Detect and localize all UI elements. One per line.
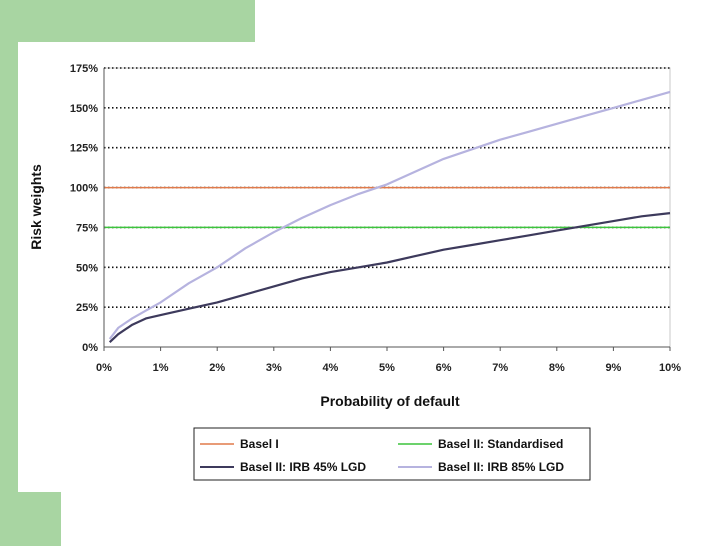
series-line-basel-ii-irb-45-lgd bbox=[108, 212, 671, 344]
legend-label-basel-ii-standardised: Basel II: Standardised bbox=[438, 437, 563, 451]
y-tick-labels: 0% 25% 50% 75% 100% 125% 150% 175% bbox=[70, 63, 98, 354]
y-tick-label-2: 50% bbox=[76, 262, 98, 274]
y-tick-label-6: 150% bbox=[70, 103, 98, 115]
legend-label-irb-85: Basel II: IRB 85% LGD bbox=[438, 460, 564, 474]
chart-area: 0% 25% 50% 75% 100% 125% 150% 175% 0% 1% 2% 3% 4% 5%… bbox=[18, 42, 728, 492]
x-axis-title: Probability of default bbox=[320, 393, 460, 409]
x-tick-label-9: 9% bbox=[605, 362, 621, 374]
x-tick-label-8: 8% bbox=[549, 362, 565, 374]
series-line-basel-ii-irb-85-lgd bbox=[108, 90, 671, 340]
y-tick-label-5: 125% bbox=[70, 143, 98, 155]
y-axis-title: Risk weights bbox=[28, 164, 44, 250]
decorative-green-band-left bbox=[0, 42, 18, 492]
decorative-green-band-bottom bbox=[0, 492, 61, 546]
x-tick-label-5: 5% bbox=[379, 362, 395, 374]
x-tick-label-1: 1% bbox=[153, 362, 169, 374]
x-tick-label-3: 3% bbox=[266, 362, 282, 374]
x-tick-label-4: 4% bbox=[322, 362, 338, 374]
y-tick-label-1: 25% bbox=[76, 302, 98, 314]
plot-area-frame bbox=[103, 67, 671, 348]
x-tick-label-0: 0% bbox=[96, 362, 112, 374]
risk-weight-chart: 0% 25% 50% 75% 100% 125% 150% 175% 0% 1% 2% 3% 4% 5%… bbox=[28, 63, 681, 481]
x-tick-label-7: 7% bbox=[492, 362, 508, 374]
x-tick-label-6: 6% bbox=[436, 362, 452, 374]
x-tick-label-2: 2% bbox=[209, 362, 225, 374]
decorative-green-band-top bbox=[0, 0, 255, 42]
x-tick-label-10: 10% bbox=[659, 362, 681, 374]
legend-label-irb-45: Basel II: IRB 45% LGD bbox=[240, 460, 366, 474]
legend-label-basel-i: Basel I bbox=[240, 437, 279, 451]
legend-frame bbox=[193, 427, 591, 481]
y-tick-label-7: 175% bbox=[70, 63, 98, 75]
series-lines bbox=[104, 90, 671, 344]
legend: Basel I Basel II: Standardised Basel II:… bbox=[193, 427, 591, 481]
y-tick-label-0: 0% bbox=[82, 342, 98, 354]
x-tick-labels: 0% 1% 2% 3% 4% 5% 6% 7% 8% 9% 10% bbox=[96, 347, 681, 374]
y-tick-label-3: 75% bbox=[76, 222, 98, 234]
y-tick-label-4: 100% bbox=[70, 183, 98, 195]
